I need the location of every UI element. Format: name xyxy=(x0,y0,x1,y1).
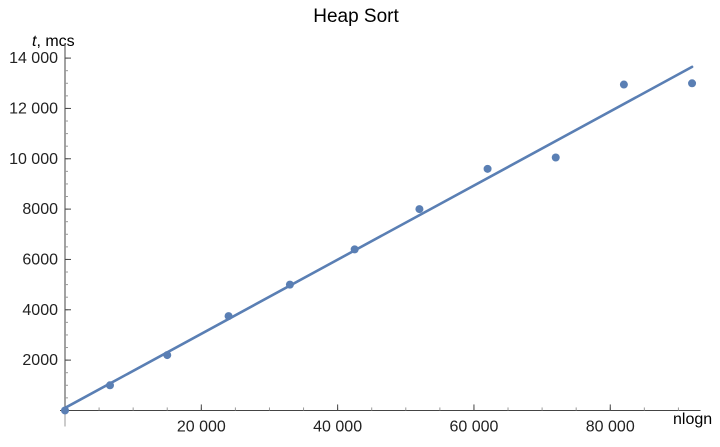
data-point xyxy=(163,351,172,360)
x-tick-label: 20 000 xyxy=(177,418,226,435)
y-axis-separator: , xyxy=(36,33,45,50)
data-point xyxy=(350,245,359,254)
y-tick-label: 4000 xyxy=(22,302,58,319)
data-point xyxy=(619,80,628,89)
y-tick-label: 6000 xyxy=(22,251,58,268)
y-tick-label: 8000 xyxy=(22,201,58,218)
data-point xyxy=(285,280,294,289)
x-tick-label: 40 000 xyxy=(313,418,362,435)
fit-line-group xyxy=(63,65,694,410)
y-tick-label: 14 000 xyxy=(9,50,58,67)
y-tick-label: 2000 xyxy=(22,352,58,369)
y-axis-label: t, mcs xyxy=(32,33,75,50)
axes xyxy=(60,43,701,418)
y-tick-label: 10 000 xyxy=(9,151,58,168)
data-point xyxy=(483,164,492,173)
y-axis-variable: t xyxy=(32,33,37,50)
chart-title: Heap Sort xyxy=(313,6,399,27)
y-axis-unit: mcs xyxy=(45,33,74,50)
y-tick-label: 12 000 xyxy=(9,100,58,117)
data-point xyxy=(551,153,560,162)
tick-marks xyxy=(64,57,679,427)
data-point xyxy=(61,406,69,415)
x-axis-label: nlogn xyxy=(673,411,712,428)
tick-labels: 20 000 40 000 60 000 80 000 2000 4000 6000 8000… xyxy=(9,50,635,435)
data-point xyxy=(688,79,697,88)
x-tick-label: 80 000 xyxy=(586,418,635,435)
data-point xyxy=(105,381,114,390)
data-point xyxy=(224,312,233,321)
x-tick-label: 60 000 xyxy=(449,418,498,435)
data-point xyxy=(415,205,424,214)
fit-line xyxy=(63,65,694,410)
data-points xyxy=(61,79,697,415)
